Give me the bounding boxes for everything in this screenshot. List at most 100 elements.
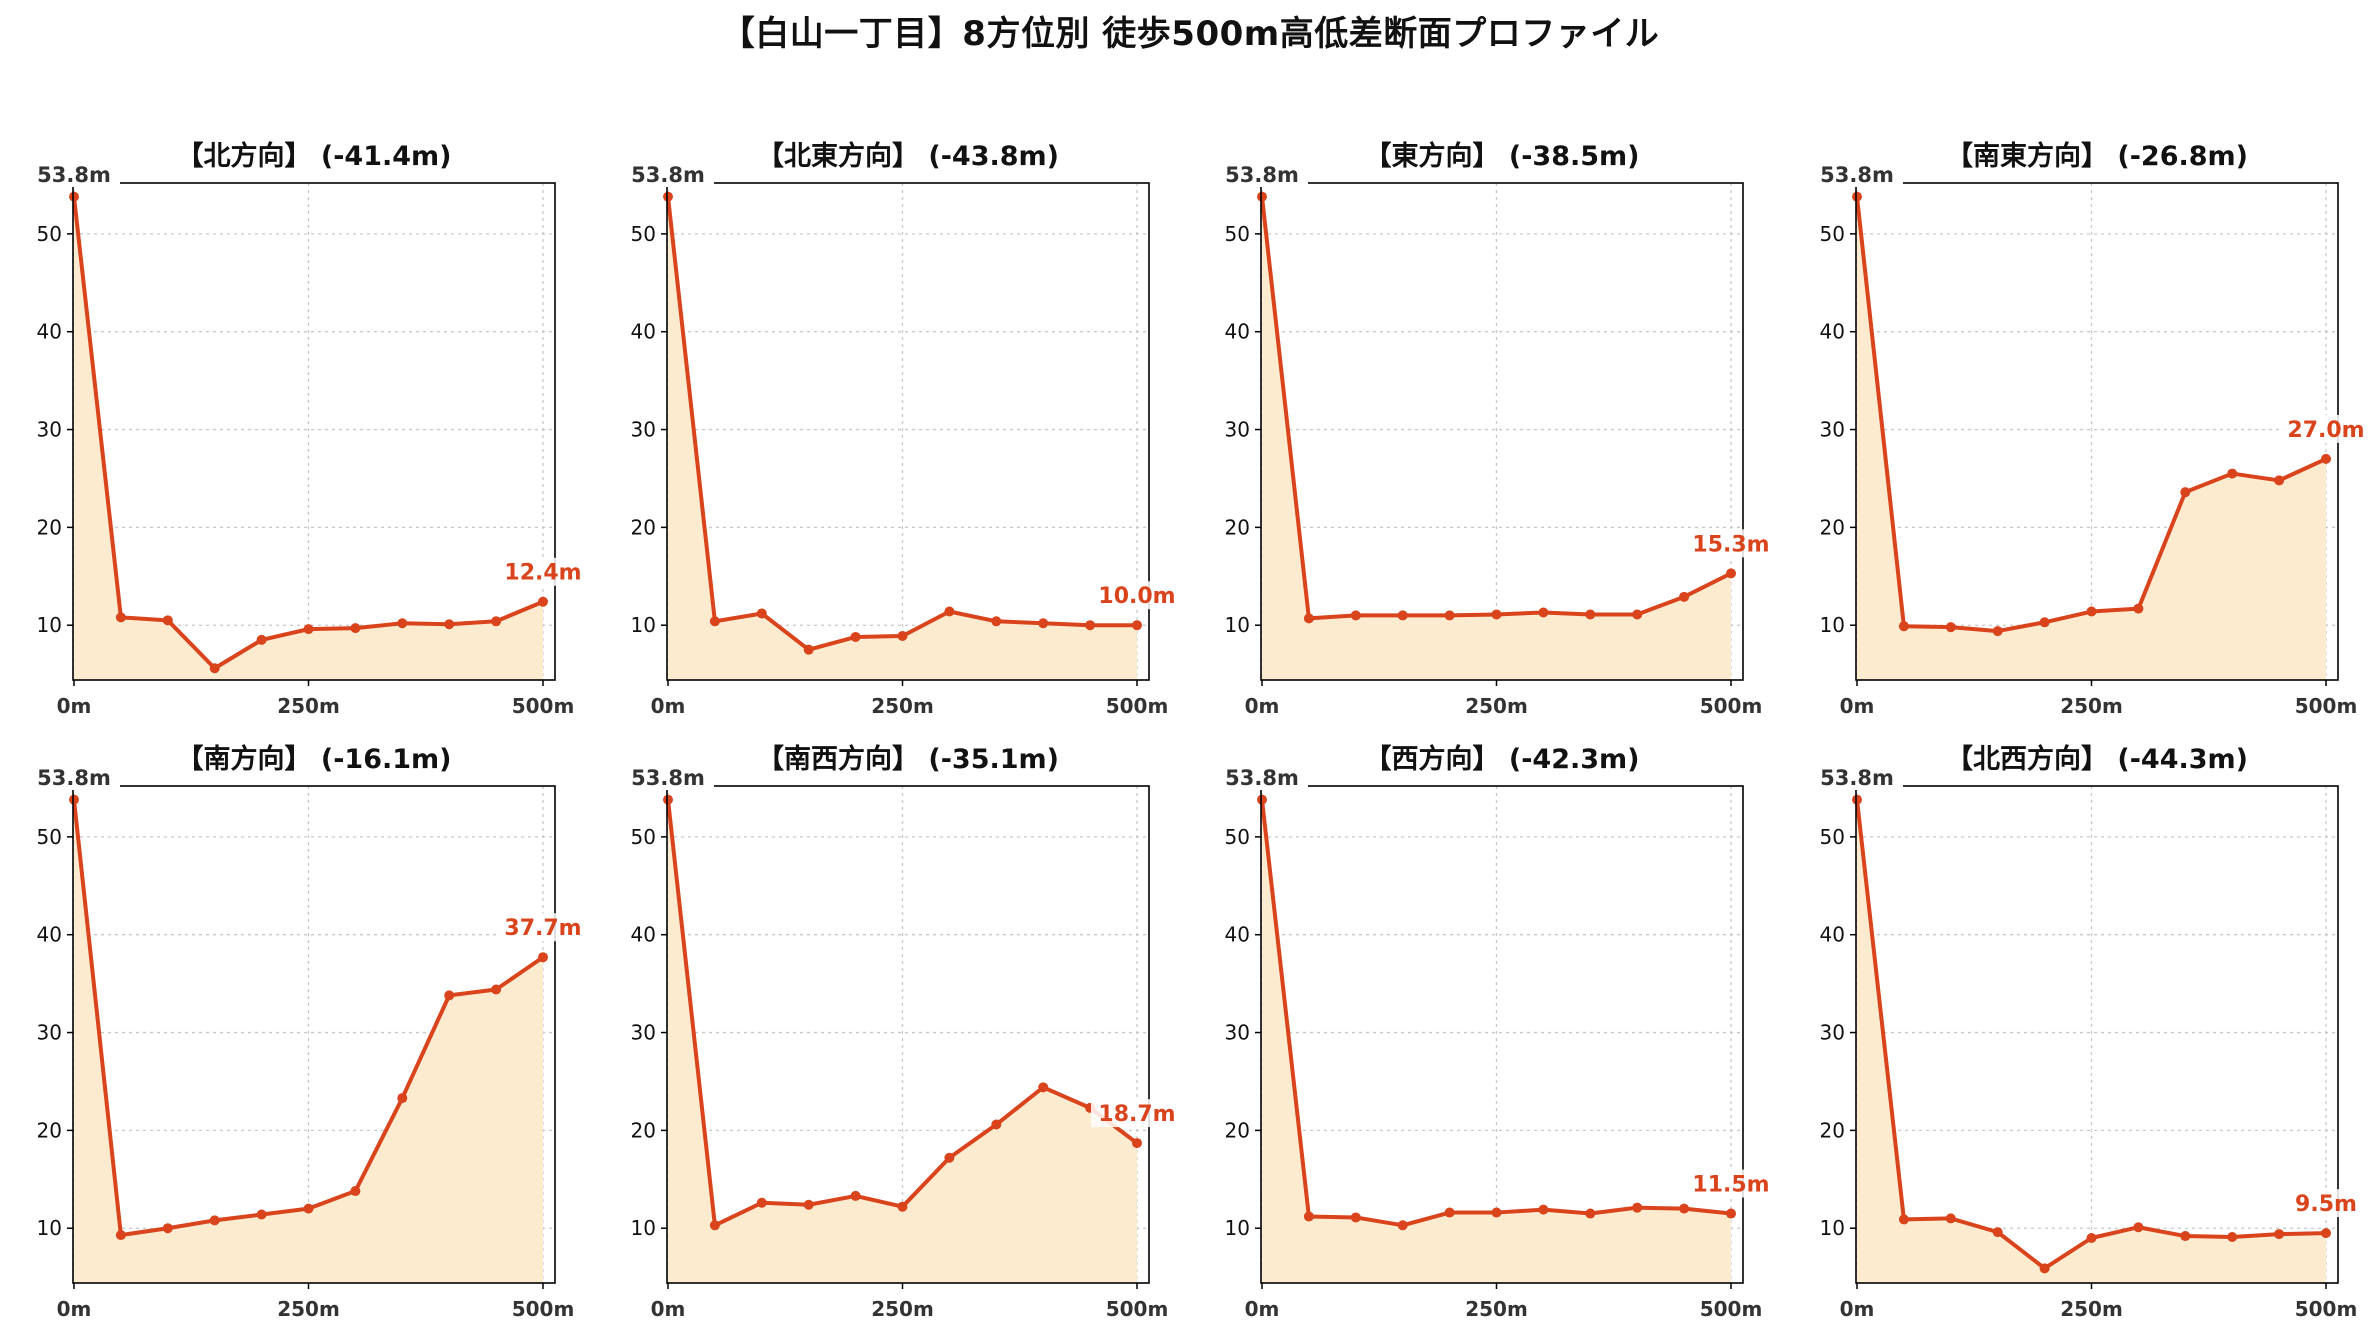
elevation-area — [668, 799, 1137, 1283]
data-point — [1538, 607, 1549, 618]
end-elevation-label: 18.7m — [1098, 1102, 1175, 1127]
start-elevation-label: 53.8m — [631, 766, 705, 790]
y-tick-label: 50 — [631, 222, 656, 246]
y-tick-label: 20 — [1225, 515, 1250, 539]
data-point — [303, 1203, 314, 1214]
y-tick-label: 10 — [631, 613, 656, 637]
data-point — [756, 1197, 767, 1208]
end-label-box — [497, 913, 589, 942]
data-point — [162, 615, 173, 626]
data-point — [1992, 626, 2003, 637]
elevation-line — [1855, 799, 2327, 1271]
start-elevation-label: 53.8m — [37, 766, 111, 790]
data-point — [115, 1230, 126, 1241]
x-tick-label: 250m — [277, 1297, 340, 1321]
x-tick-label: 0m — [651, 1297, 686, 1321]
y-tick-label: 20 — [631, 1118, 656, 1142]
y-tick-label: 40 — [1820, 320, 1845, 344]
y-tick-label: 30 — [1820, 1021, 1845, 1045]
x-tick-label: 0m — [651, 694, 686, 718]
data-point — [397, 618, 408, 629]
plot-frame — [1260, 785, 1744, 1284]
y-tick-label: 30 — [37, 418, 62, 442]
y-tick-label: 30 — [1225, 1021, 1250, 1045]
y-tick-label: 10 — [631, 1216, 656, 1240]
y-tick-label: 30 — [1820, 418, 1845, 442]
data-point — [1726, 1208, 1736, 1219]
y-tick-label: 20 — [631, 515, 656, 539]
x-tick-label: 0m — [1840, 1297, 1875, 1321]
y-tick-label: 30 — [631, 418, 656, 442]
data-point — [350, 1186, 361, 1197]
data-point — [663, 794, 673, 805]
panel-title: 【東方向】 (-38.5m) — [1364, 140, 1639, 172]
end-elevation-label: 15.3m — [1692, 532, 1769, 557]
start-label-box — [624, 161, 714, 187]
data-point — [2086, 606, 2097, 617]
x-tick-label: 500m — [1700, 694, 1763, 718]
data-point — [1132, 1138, 1142, 1149]
start-elevation-label: 53.8m — [37, 163, 111, 187]
data-point — [444, 619, 455, 630]
data-point — [538, 952, 548, 963]
data-point — [803, 1199, 814, 1210]
y-tick-label: 40 — [1225, 320, 1250, 344]
y-tick-label: 20 — [1820, 515, 1845, 539]
data-point — [256, 634, 267, 645]
y-tick-label: 10 — [1820, 1216, 1845, 1240]
data-point — [756, 608, 767, 619]
x-tick-label: 0m — [1245, 1297, 1280, 1321]
data-point — [709, 1220, 720, 1231]
data-point — [491, 616, 502, 627]
x-tick-label: 250m — [2060, 1297, 2123, 1321]
data-point — [1585, 609, 1596, 620]
data-point — [897, 630, 908, 641]
end-elevation-label: 10.0m — [1098, 584, 1175, 609]
elevation-area — [668, 196, 1137, 681]
data-point — [1632, 609, 1643, 620]
start-label-box — [30, 161, 120, 187]
data-point — [1257, 191, 1267, 202]
data-point — [2133, 603, 2144, 614]
elevation-area — [1262, 196, 1731, 681]
data-point — [2086, 1232, 2097, 1243]
panel-title: 【北方向】 (-41.4m) — [176, 140, 451, 172]
panel-title: 【西方向】 (-42.3m) — [1364, 743, 1639, 775]
data-point — [1397, 1220, 1408, 1231]
data-point — [444, 990, 455, 1001]
data-point — [709, 616, 720, 627]
data-point — [303, 624, 314, 635]
x-tick-label: 250m — [871, 694, 934, 718]
start-label-box — [1218, 161, 1308, 187]
data-point — [1038, 1082, 1049, 1093]
data-point — [897, 1201, 908, 1212]
start-elevation-label: 53.8m — [1820, 766, 1894, 790]
panel-title: 【北東方向】 (-43.8m) — [757, 140, 1059, 172]
end-elevation-label: 11.5m — [1692, 1173, 1769, 1198]
y-tick-label: 50 — [1225, 825, 1250, 849]
start-elevation-label: 53.8m — [1820, 163, 1894, 187]
data-point — [491, 984, 502, 995]
data-point — [2039, 1263, 2050, 1274]
data-point — [1679, 1203, 1690, 1214]
y-tick-label: 10 — [37, 613, 62, 637]
panel-title: 【南西方向】 (-35.1m) — [757, 743, 1059, 775]
x-tick-label: 500m — [512, 694, 575, 718]
end-label-box — [497, 557, 589, 586]
data-point — [1679, 591, 1690, 602]
plot-frame — [666, 785, 1150, 1284]
y-tick-label: 40 — [37, 923, 62, 947]
x-tick-label: 500m — [2295, 694, 2358, 718]
start-label-box — [1218, 764, 1308, 790]
data-point — [162, 1223, 173, 1234]
data-point — [1491, 1207, 1502, 1218]
data-point — [991, 1119, 1002, 1130]
x-tick-label: 250m — [1465, 1297, 1528, 1321]
data-point — [944, 1152, 955, 1163]
x-tick-label: 0m — [57, 1297, 92, 1321]
data-point — [1945, 1213, 1956, 1224]
